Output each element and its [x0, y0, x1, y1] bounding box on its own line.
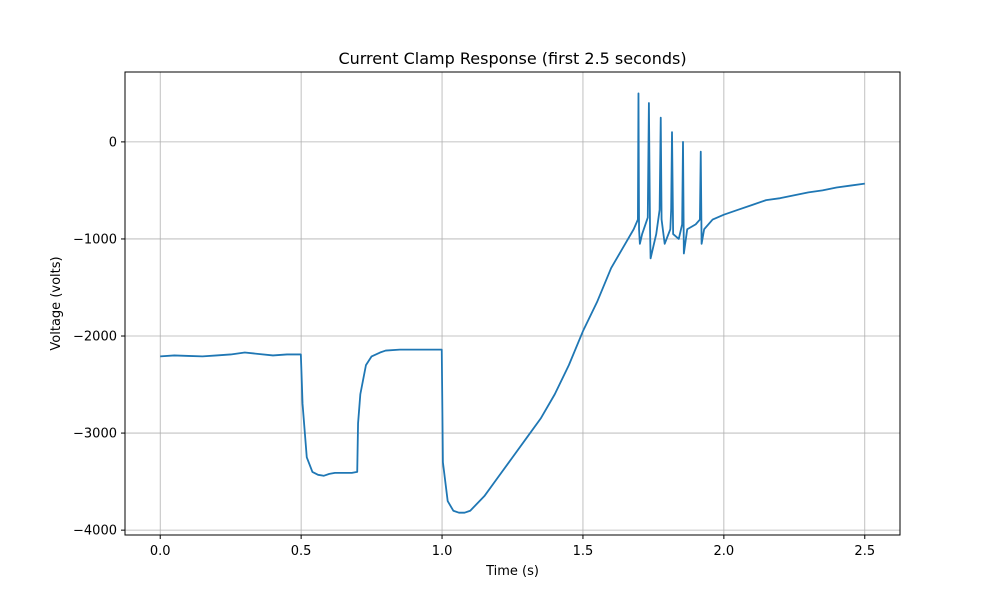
- y-tick-label: −4000: [73, 524, 117, 539]
- x-tick-label: 0.0: [150, 544, 171, 559]
- y-axis: 0 −1000 −2000 −3000 −4000: [73, 135, 125, 539]
- chart-title: Current Clamp Response (first 2.5 second…: [338, 49, 686, 68]
- x-tick-label: 0.5: [291, 544, 312, 559]
- y-tick-label: 0: [109, 135, 117, 150]
- x-axis: 0.0 0.5 1.0 1.5 2.0 2.5: [150, 535, 875, 559]
- y-axis-label: Voltage (volts): [49, 256, 64, 350]
- x-axis-label: Time (s): [485, 564, 539, 579]
- plot-frame: [124, 71, 901, 536]
- grid: [125, 72, 900, 535]
- y-tick-label: −1000: [73, 232, 117, 247]
- y-tick-label: −2000: [73, 330, 117, 345]
- x-tick-label: 2.5: [854, 544, 875, 559]
- x-tick-label: 1.5: [573, 544, 594, 559]
- x-tick-label: 2.0: [714, 544, 735, 559]
- series-layer: [160, 92, 865, 514]
- y-tick-label: −3000: [73, 427, 117, 442]
- x-tick-label: 1.0: [432, 544, 453, 559]
- series-line: [160, 92, 865, 514]
